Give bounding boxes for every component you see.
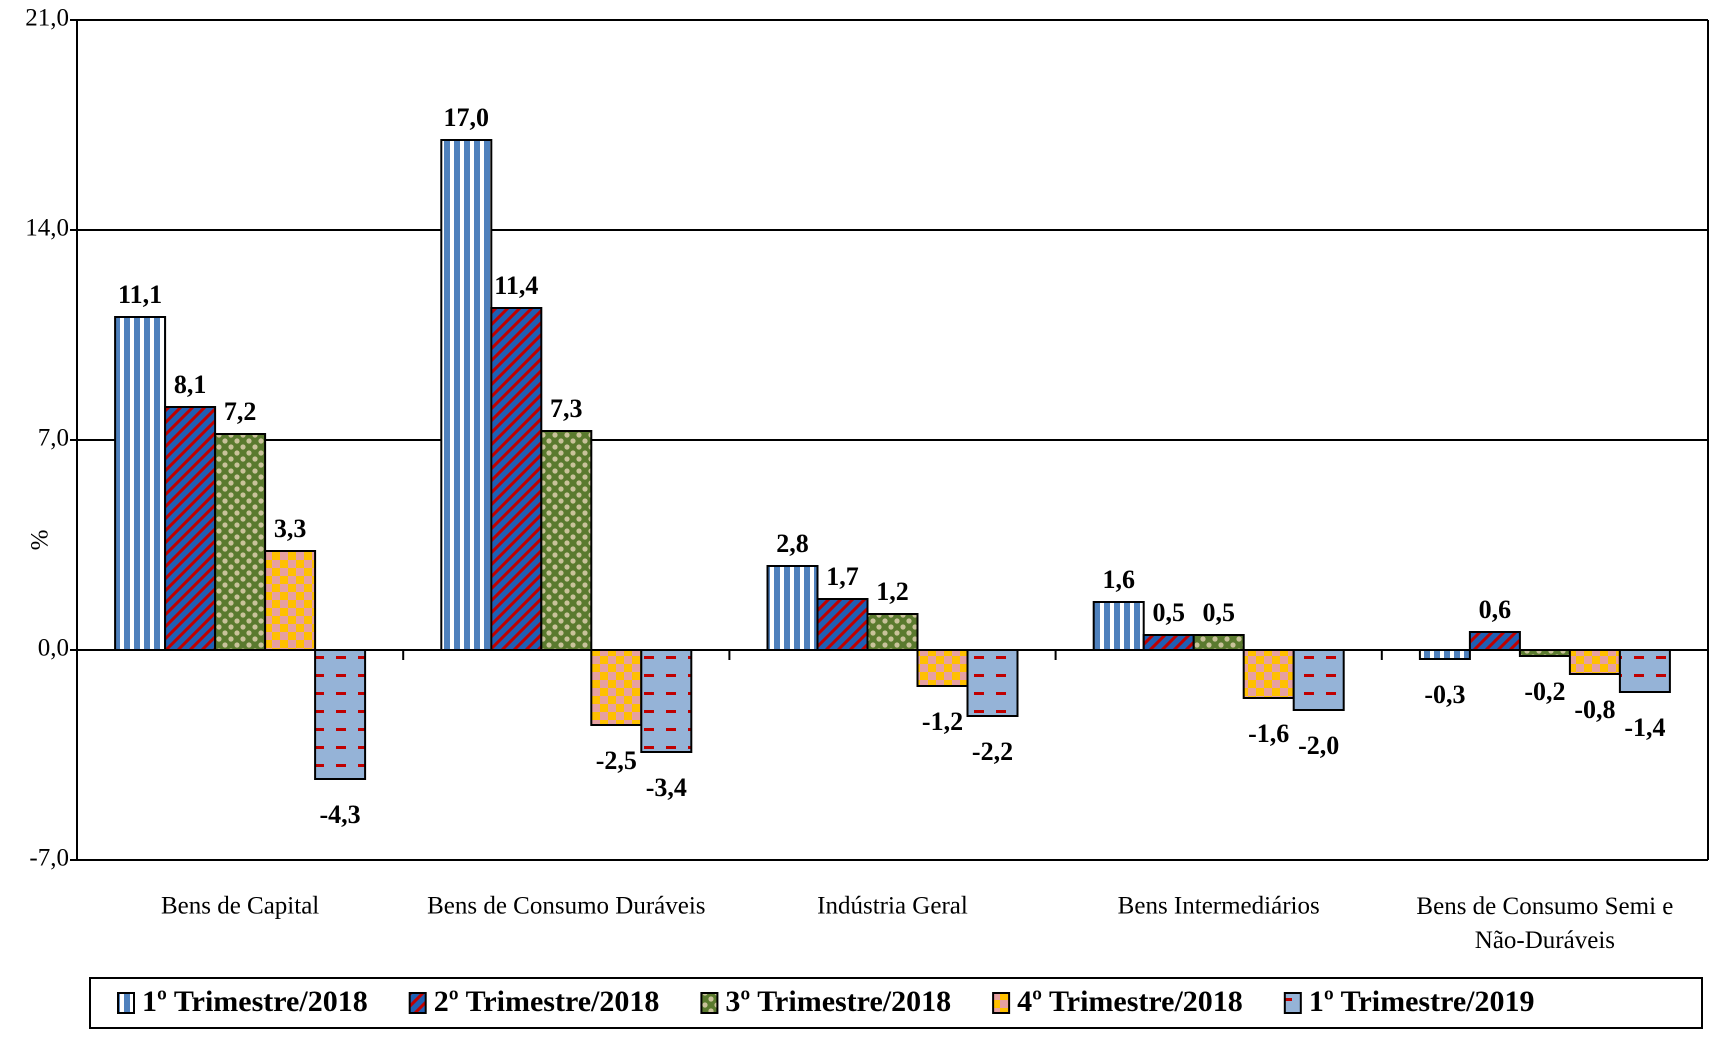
value-label: -0,2 xyxy=(1524,677,1565,706)
value-label: -1,4 xyxy=(1624,713,1665,742)
bar xyxy=(1242,649,1295,699)
y-tick-label: 14,0 xyxy=(25,215,69,242)
y-tick-label: 0,0 xyxy=(38,635,69,662)
value-label: -3,4 xyxy=(646,773,687,802)
value-label: 0,5 xyxy=(1202,598,1235,627)
bar xyxy=(1468,631,1521,651)
legend-swatch xyxy=(117,992,135,1014)
value-label: -2,0 xyxy=(1298,731,1339,760)
legend-swatch xyxy=(408,992,427,1014)
value-label: 11,4 xyxy=(494,271,538,300)
value-label: 17,0 xyxy=(444,103,490,132)
y-tick-label: 21,0 xyxy=(25,5,69,32)
y-axis-label: % xyxy=(27,530,54,551)
y-tick-label: 7,0 xyxy=(38,425,69,452)
legend-label: 4º Trimestre/2018 xyxy=(1017,985,1243,1018)
legend-label: 1º Trimestre/2018 xyxy=(142,985,368,1018)
bar xyxy=(164,406,217,651)
bar xyxy=(440,139,493,651)
bar xyxy=(640,649,693,753)
value-label: 0,6 xyxy=(1479,595,1512,624)
x-tick-label: Bens de Capital xyxy=(161,893,319,920)
legend-swatch xyxy=(1283,992,1302,1014)
value-label: 1,6 xyxy=(1102,565,1135,594)
bar xyxy=(966,649,1019,717)
bar xyxy=(916,649,969,687)
value-label: -1,6 xyxy=(1248,719,1289,748)
legend-label: 2º Trimestre/2018 xyxy=(434,985,660,1018)
bar xyxy=(1518,649,1571,657)
bar xyxy=(1192,634,1245,651)
legend xyxy=(89,977,1703,1029)
value-label: -4,3 xyxy=(320,800,361,829)
legend-label: 3º Trimestre/2018 xyxy=(725,985,951,1018)
bar xyxy=(866,613,919,651)
value-label: -0,3 xyxy=(1424,680,1465,709)
bar xyxy=(264,550,317,651)
value-label: 8,1 xyxy=(174,370,207,399)
value-label: 3,3 xyxy=(274,514,307,543)
bar xyxy=(1418,649,1471,660)
value-label: 11,1 xyxy=(118,280,162,309)
bar xyxy=(314,649,367,780)
x-tick-label: Bens Intermediários xyxy=(1118,893,1320,920)
value-label: 2,8 xyxy=(776,529,809,558)
legend-swatch xyxy=(700,992,719,1014)
value-label: -2,2 xyxy=(972,737,1013,766)
bar xyxy=(540,430,593,651)
y-tick-label: -7,0 xyxy=(29,845,69,872)
bar xyxy=(1292,649,1345,711)
value-label: 7,3 xyxy=(550,394,583,423)
bar xyxy=(114,316,167,651)
value-label: -1,2 xyxy=(922,707,963,736)
value-label: -0,8 xyxy=(1574,695,1615,724)
bar xyxy=(214,433,267,651)
legend-swatch xyxy=(992,992,1011,1014)
value-label: 0,5 xyxy=(1152,598,1185,627)
bar xyxy=(766,565,819,651)
bar xyxy=(1568,649,1621,675)
x-tick-label: Indústria Geral xyxy=(817,893,968,920)
value-label: 1,2 xyxy=(876,577,909,606)
bar xyxy=(1618,649,1671,693)
legend-label: 1º Trimestre/2019 xyxy=(1309,985,1535,1018)
bar xyxy=(1142,634,1195,651)
value-label: 1,7 xyxy=(826,562,859,591)
bar xyxy=(490,307,543,651)
bar xyxy=(816,598,869,651)
x-tick-label: Bens de Consumo Semi e Não-Duráveis xyxy=(1416,893,1673,954)
bar xyxy=(590,649,643,726)
x-tick-label: Bens de Consumo Duráveis xyxy=(427,893,705,920)
bar xyxy=(1092,601,1145,651)
value-label: 7,2 xyxy=(224,397,257,426)
value-label: -2,5 xyxy=(596,746,637,775)
